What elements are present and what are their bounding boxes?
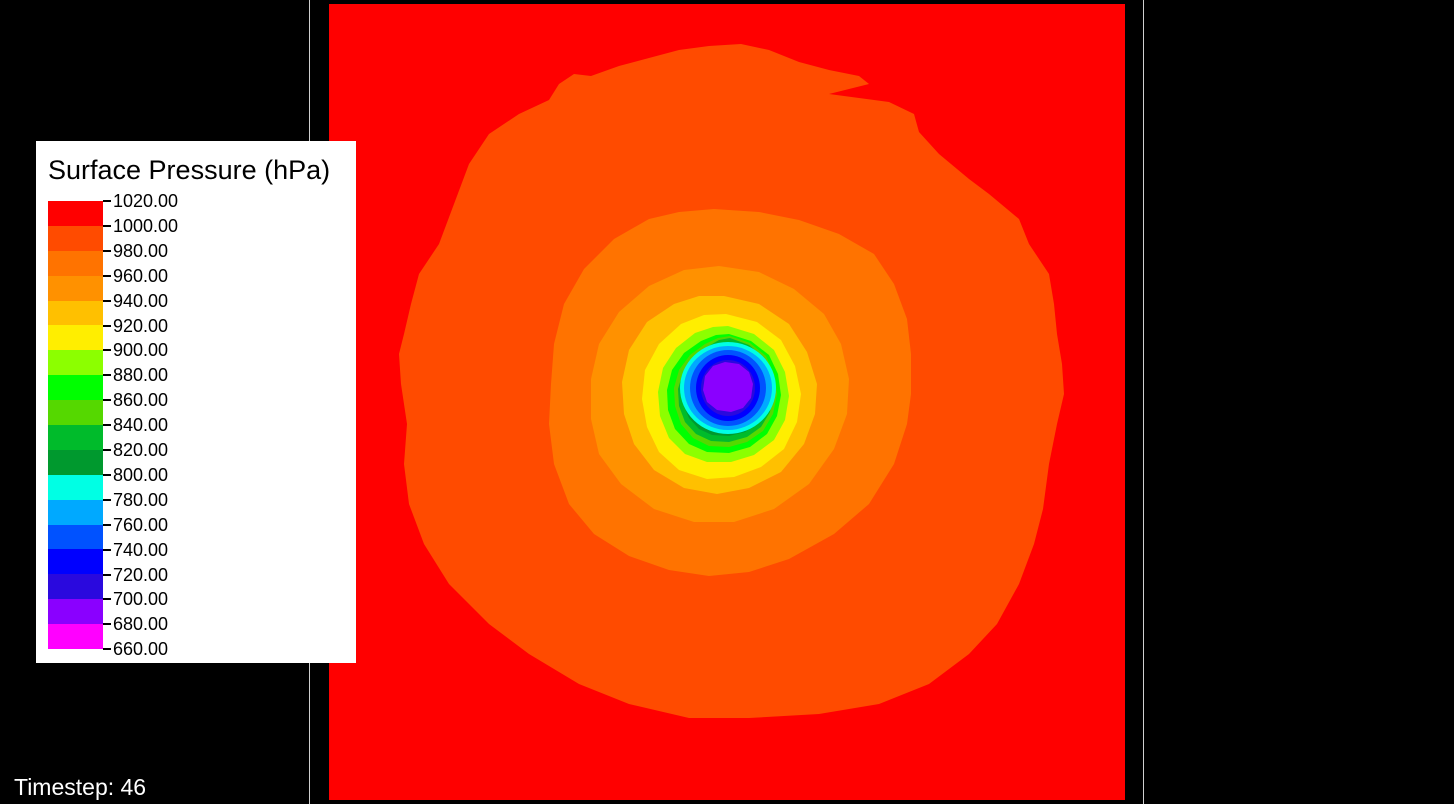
legend-tick-label: 740.00: [103, 540, 168, 560]
legend-tick-label: 900.00: [103, 340, 168, 360]
legend-tick-text: 700.00: [113, 589, 169, 610]
legend-tick-mark: [103, 623, 111, 626]
legend-swatch: [48, 549, 103, 575]
legend-tick-mark: [103, 424, 111, 427]
timestep-label: Timestep: 46: [14, 774, 147, 800]
pressure-legend: Surface Pressure (hPa) 1020.00 1000.00 980…: [36, 141, 356, 663]
legend-tick-text: 840.00: [113, 415, 169, 436]
legend-tick-text: 800.00: [113, 464, 169, 485]
legend-color-bar: [48, 201, 103, 650]
legend-tick-mark: [103, 573, 111, 576]
legend-tick-mark: [103, 249, 111, 252]
legend-swatch: [48, 400, 103, 426]
legend-swatch: [48, 375, 103, 401]
legend-swatch: [48, 524, 103, 550]
legend-tick-text: 740.00: [113, 539, 169, 560]
legend-swatch: [48, 425, 103, 450]
legend-tick-mark: [103, 498, 111, 501]
legend-swatch: [48, 201, 103, 226]
legend-swatch: [48, 325, 103, 351]
legend-tick-label: 700.00: [103, 589, 168, 609]
legend-swatch: [48, 225, 103, 251]
legend-swatch: [48, 250, 103, 276]
legend-tick-text: 980.00: [113, 240, 169, 261]
legend-tick-mark: [103, 648, 111, 651]
legend-title: Surface Pressure (hPa): [48, 155, 331, 185]
legend-swatch: [48, 350, 103, 376]
legend-tick-mark: [103, 374, 111, 377]
legend-swatch: [48, 574, 103, 600]
legend-swatch: [48, 624, 103, 650]
contour-band-700: [703, 362, 753, 412]
legend-tick-mark: [103, 349, 111, 352]
legend-tick-text: 1000.00: [113, 215, 179, 236]
legend-tick-label: 820.00: [103, 440, 168, 460]
legend-tick-text: 860.00: [113, 390, 169, 411]
legend-tick-mark: [103, 200, 111, 202]
legend-tick-text: 940.00: [113, 290, 169, 311]
legend-tick-label: 880.00: [103, 365, 168, 385]
legend-swatch: [48, 499, 103, 525]
legend-tick-mark: [103, 324, 111, 327]
legend-tick-mark: [103, 399, 111, 402]
legend-tick-text: 680.00: [113, 614, 169, 635]
legend-tick-mark: [103, 523, 111, 526]
legend-tick-text: 660.00: [113, 639, 169, 660]
legend-tick-label: 1020.00: [103, 191, 178, 211]
legend-tick-mark: [103, 548, 111, 551]
legend-tick-text: 900.00: [113, 340, 169, 361]
legend-tick-text: 920.00: [113, 315, 169, 336]
legend-tick-label: 780.00: [103, 490, 168, 510]
legend-tick-label: 980.00: [103, 241, 168, 261]
legend-tick-label: 840.00: [103, 415, 168, 435]
legend-tick-label: 660.00: [103, 639, 168, 659]
legend-tick-mark: [103, 274, 111, 277]
legend-tick-label: 760.00: [103, 515, 168, 535]
legend-tick-text: 880.00: [113, 365, 169, 386]
legend-tick-label: 800.00: [103, 465, 168, 485]
legend-tick-label: 860.00: [103, 390, 168, 410]
legend-tick-text: 960.00: [113, 265, 169, 286]
legend-swatch: [48, 300, 103, 326]
legend-swatch: [48, 474, 103, 500]
legend-tick-label: 1000.00: [103, 216, 178, 236]
legend-tick-labels: 1020.00 1000.00 980.00 960.00 940.00 920.00 90…: [103, 191, 343, 659]
legend-tick-mark: [103, 473, 111, 476]
legend-tick-mark: [103, 598, 111, 601]
legend-tick-text: 720.00: [113, 564, 169, 585]
pressure-contour-plot[interactable]: [329, 4, 1125, 800]
legend-swatch: [48, 599, 103, 625]
legend-tick-label: 960.00: [103, 266, 168, 286]
legend-tick-mark: [103, 299, 111, 302]
legend-tick-text: 780.00: [113, 489, 169, 510]
legend-swatch: [48, 275, 103, 301]
legend-tick-text: 820.00: [113, 440, 169, 460]
legend-tick-text: 760.00: [113, 514, 169, 535]
legend-tick-label: 720.00: [103, 565, 168, 585]
legend-tick-label: 940.00: [103, 291, 168, 311]
legend-tick-label: 680.00: [103, 614, 168, 634]
legend-tick-mark: [103, 449, 111, 451]
frame-border-right: [1143, 0, 1144, 804]
legend-tick-label: 920.00: [103, 316, 168, 336]
legend-swatch: [48, 449, 103, 475]
legend-tick-text: 1020.00: [113, 191, 179, 211]
legend-tick-mark: [103, 224, 111, 227]
